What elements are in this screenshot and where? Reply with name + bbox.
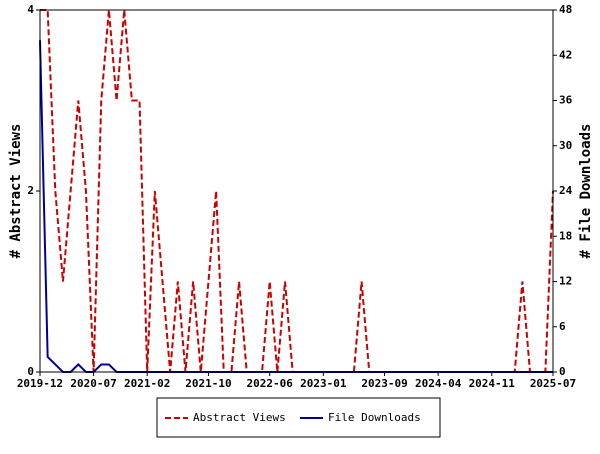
y2-tick-label: 48	[559, 3, 572, 16]
y2-tick-label: 24	[559, 184, 573, 197]
y2-tick-label: 18	[559, 229, 572, 242]
x-tick-label: 2025-07	[530, 377, 576, 390]
y-tick-label: 4	[27, 3, 34, 16]
x-tick-label: 2023-09	[361, 377, 407, 390]
y-axis-label: # Abstract Views	[8, 124, 24, 259]
legend-label: Abstract Views	[193, 411, 286, 424]
x-tick-label: 2020-07	[70, 377, 116, 390]
y2-tick-label: 36	[559, 94, 573, 107]
y2-tick-label: 30	[559, 139, 572, 152]
x-tick-label: 2021-10	[185, 377, 231, 390]
x-tick-label: 2021-02	[124, 377, 170, 390]
y2-tick-label: 0	[559, 365, 566, 378]
x-tick-label: 2024-04	[415, 377, 462, 390]
y-tick-label: 2	[27, 184, 34, 197]
y2-axis-label: # File Downloads	[578, 124, 594, 259]
y2-tick-label: 12	[559, 275, 572, 288]
y2-tick-label: 42	[559, 48, 572, 61]
x-tick-label: 2024-11	[469, 377, 516, 390]
x-tick-label: 2022-06	[247, 377, 294, 390]
legend-box	[156, 397, 441, 438]
y2-tick-label: 6	[559, 320, 566, 333]
x-tick-label: 2023-01	[300, 377, 347, 390]
plot-frame	[39, 9, 554, 373]
x-tick-label: 2019-12	[17, 377, 63, 390]
legend-label: File Downloads	[328, 411, 421, 424]
y-tick-label: 0	[27, 365, 34, 378]
